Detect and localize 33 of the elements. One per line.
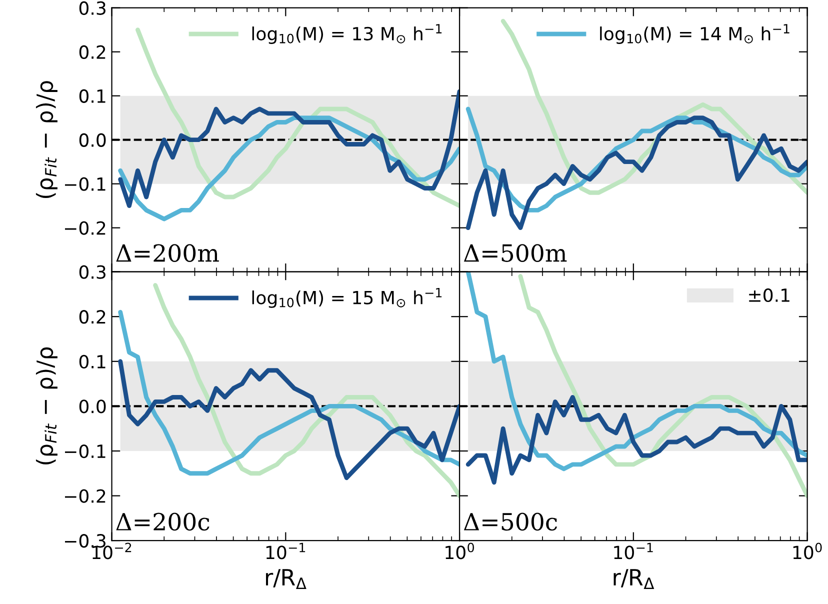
legend-label: log$_{10}$(M) = 15 M$_{⊙}$ h$^{−1}$ <box>252 288 442 308</box>
x-axis-title: r/R$_{Δ}$ <box>614 569 654 589</box>
legend-label: ±0.1 <box>749 288 790 302</box>
y-tick-label: 0.3 <box>79 265 106 279</box>
y-tick-label: 0.2 <box>79 45 106 59</box>
x-tick-label: 10$^{−1}$ <box>614 542 653 560</box>
y-tick-label: 0.3 <box>79 1 106 15</box>
y-tick-label: 0.1 <box>79 89 106 103</box>
x-tick-label: 10$^{0}$ <box>793 542 822 560</box>
annotation: Δ=500m <box>464 244 567 262</box>
annotation: Δ=200c <box>116 512 210 531</box>
y-axis-title: (ρ$_{Fit}$ − ρ)/ρ <box>36 347 58 464</box>
line-series <box>118 310 460 476</box>
y-tick-label: −0.1 <box>64 177 106 191</box>
legend-label: log$_{10}$(M) = 13 M$_{⊙}$ h$^{−1}$ <box>252 24 442 44</box>
y-tick-label: 0.0 <box>79 400 106 414</box>
x-tick-label: 10$^{0}$ <box>446 542 474 560</box>
annotation: Δ=200m <box>116 244 219 262</box>
x-tick-label: 10$^{−1}$ <box>266 542 306 560</box>
y-tick-label: −0.2 <box>64 221 106 235</box>
y-axis-title: (ρ$_{Fit}$ − ρ)/ρ <box>36 81 58 198</box>
annotation: Δ=500c <box>464 512 558 531</box>
line-series <box>118 89 460 208</box>
y-tick-label: −0.3 <box>64 534 106 548</box>
y-tick-label: −0.1 <box>64 444 106 458</box>
x-axis-title: r/R$_{Δ}$ <box>266 569 306 589</box>
y-tick-label: −0.2 <box>64 489 106 503</box>
y-tick-label: 0.2 <box>79 310 106 324</box>
line-series <box>153 283 460 498</box>
line-series <box>118 359 460 480</box>
y-tick-label: 0.0 <box>79 133 106 147</box>
y-tick-label: 0.1 <box>79 354 106 369</box>
legend-label: log$_{10}$(M) = 14 M$_{⊙}$ h$^{−1}$ <box>600 24 790 44</box>
